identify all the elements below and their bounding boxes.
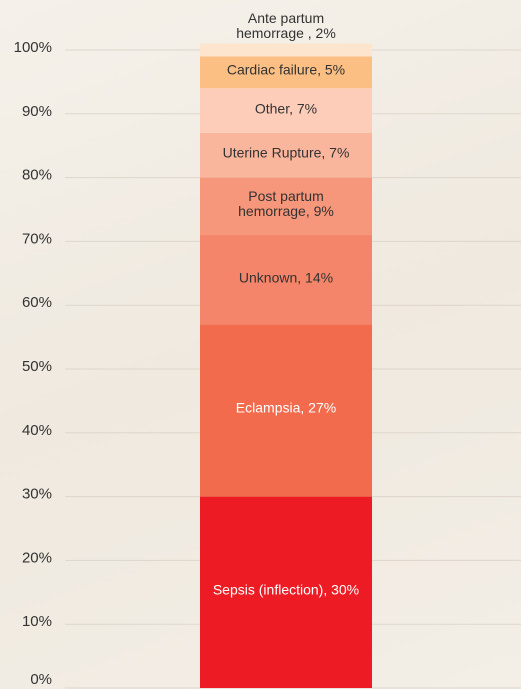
- bar-segment: [200, 56, 372, 89]
- bar-segment: [200, 324, 372, 497]
- y-tick-label: 50%: [22, 358, 52, 375]
- segment-label: Cardiac failure, 5%: [226, 61, 346, 78]
- y-tick-label: 80%: [22, 167, 52, 184]
- segment-label: Ante partum hemorrage , 2%: [236, 9, 336, 41]
- segment-label: Post partum hemorrage, 9%: [238, 188, 334, 220]
- segment-label: Uterine Rupture, 7%: [222, 144, 350, 161]
- segment-label: Unknown, 14%: [238, 269, 334, 286]
- bar-segment: [200, 43, 372, 57]
- y-tick-label: 30%: [22, 486, 52, 503]
- segment-label: Other, 7%: [254, 100, 318, 117]
- bar-segment: [200, 177, 372, 236]
- bar-segment: [200, 88, 372, 133]
- bar-segment: [200, 132, 372, 178]
- y-tick-label: 10%: [22, 613, 52, 630]
- y-tick-label: 20%: [22, 549, 52, 566]
- bar-segment: [200, 496, 372, 688]
- segment-label: Eclampsia, 27%: [235, 399, 337, 416]
- y-tick-label: 60%: [22, 294, 52, 311]
- y-tick-label: 90%: [22, 103, 52, 120]
- segment-label: Sepsis (inflection), 30%: [212, 581, 360, 598]
- y-tick-label: 40%: [22, 422, 52, 439]
- y-tick-label: 0%: [30, 671, 52, 688]
- bar-segment: [200, 235, 372, 325]
- y-tick-label: 100%: [14, 39, 52, 56]
- y-tick-label: 70%: [22, 230, 52, 247]
